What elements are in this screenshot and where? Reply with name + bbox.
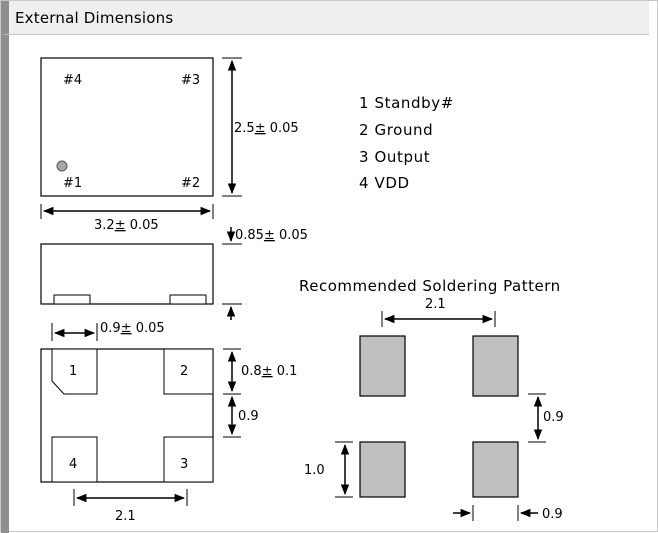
padheight-dimension-label: 0.8± 0.1 [241, 364, 297, 379]
section-title: External Dimensions [15, 9, 174, 27]
legend-item-3: 3 Output [359, 148, 430, 166]
padgap-dimension-label: 0.9 [238, 409, 259, 424]
height-dimension-label: 2.5± 0.05 [234, 121, 299, 136]
solder-gap-label: 0.9 [543, 410, 564, 425]
pin4-label: #4 [63, 73, 82, 88]
pad-4-label: 4 [69, 457, 77, 472]
legend-item-4: 4 VDD [359, 174, 410, 192]
soldering-title: Recommended Soldering Pattern [299, 277, 561, 295]
pad-1-label: 1 [69, 364, 77, 379]
pad-2-label: 2 [180, 364, 188, 379]
pin3-label: #3 [181, 73, 200, 88]
pin1-label: #1 [63, 176, 82, 191]
pitch-dimension-label: 2.1 [115, 509, 136, 524]
pin2-label: #2 [181, 176, 200, 191]
side-terminal-right [169, 294, 207, 305]
solder-pad-top-right [472, 335, 519, 397]
pad-3 [163, 436, 214, 483]
solder-pad-bottom-right [472, 441, 519, 498]
pad-1 [51, 348, 98, 395]
soldering-pattern: Recommended Soldering Pattern 2.1 0.9 1.… [299, 277, 564, 522]
solder-pitch-label: 2.1 [425, 297, 446, 312]
side-view: 0.85± 0.05 [40, 227, 308, 320]
solder-width-label: 0.9 [542, 507, 563, 522]
side-terminal-left [53, 294, 91, 305]
package-outline-side [40, 243, 214, 305]
legend-item-1: 1 Standby# [359, 94, 454, 112]
left-accent-bar [1, 35, 9, 533]
thickness-dimension-label: 0.85± 0.05 [235, 228, 308, 243]
pin1-marker-dot [56, 160, 68, 172]
package-outline-top [40, 57, 214, 197]
solder-pad-top-left [359, 335, 406, 397]
padwidth-dimension-label: 0.9± 0.05 [100, 321, 165, 336]
bottom-view: 1 2 4 3 0.9± 0.05 0.8± 0.1 0.9 [40, 321, 297, 524]
solder-pad-bottom-left [359, 441, 406, 498]
legend-item-2: 2 Ground [359, 121, 433, 139]
pad-4 [51, 436, 98, 483]
top-view: #4 #3 #1 #2 2.5± 0.05 3.2± 0.05 [40, 57, 299, 233]
solder-height-label: 1.0 [304, 463, 325, 478]
section-header: External Dimensions [1, 1, 649, 35]
pad-3-label: 3 [180, 457, 188, 472]
pin-legend: 1 Standby# 2 Ground 3 Output 4 VDD [359, 94, 454, 192]
width-dimension-label: 3.2± 0.05 [94, 218, 159, 233]
pad-2 [163, 348, 214, 395]
